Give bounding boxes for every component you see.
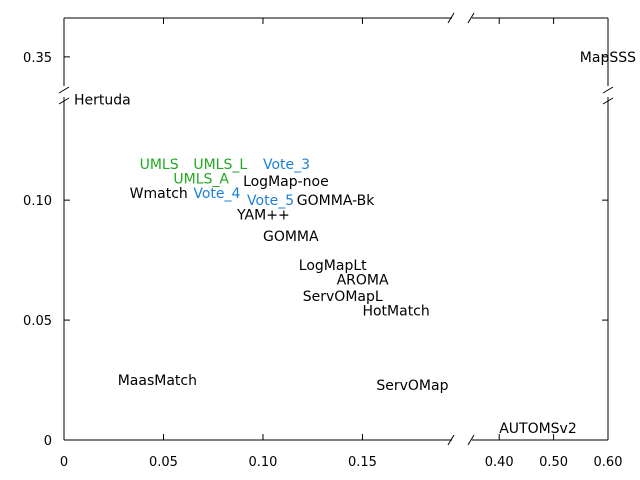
point-label: GOMMA-Bk [297,193,375,209]
point-label: UMLS_L [193,157,247,173]
point-label: MaasMatch [118,373,197,389]
point-label: HotMatch [362,303,429,319]
point-label: LogMapLt [299,258,367,274]
x-tick-label: 0.60 [594,455,623,470]
point-label: Vote_5 [247,193,294,209]
point-label: GOMMA [263,229,319,245]
x-axis-break-mark [447,434,455,446]
point-label: Vote_3 [263,157,310,173]
y-axis-break-mark [58,97,70,105]
point-label: AUTOMSv2 [499,421,577,437]
point-label: ServOMapL [303,289,383,305]
point-label: LogMap-noe [243,174,329,190]
x-tick-label: 0.50 [539,455,568,470]
x-tick-label: 0.10 [248,455,277,470]
x-tick-label: 0.15 [348,455,377,470]
point-label: UMLS [140,157,179,173]
point-label: ServOMap [376,378,448,394]
point-label: Vote_4 [193,186,240,202]
x-tick-label: 0.05 [149,455,178,470]
point-label: Hertuda [74,92,131,108]
y-tick-label: 0 [44,434,52,449]
y-tick-label: 0.05 [23,314,52,329]
point-label: Wmatch [130,186,188,202]
plot-frame [58,12,614,446]
point-label: AROMA [337,272,389,288]
axis-ticks: 0 0.05 0.10 0.15 0.40 0.50 0.60 0 0.05 0.10 0.35 [23,18,622,470]
x-tick-label: 0 [60,455,68,470]
x-axis-break-mark [467,12,475,24]
y-axis-break-mark [602,97,614,105]
x-axis-break-mark [467,434,475,446]
point-label: MapSSS [580,50,636,66]
y-tick-label: 0.35 [23,51,52,66]
x-tick-label: 0.40 [485,455,514,470]
x-axis-break-mark [447,12,455,24]
point-label: UMLS_A [173,172,229,188]
point-label: YAM++ [236,208,290,224]
y-tick-label: 0.10 [23,194,52,209]
y-axis-break-mark [602,86,614,94]
y-axis-break-mark [58,86,70,94]
